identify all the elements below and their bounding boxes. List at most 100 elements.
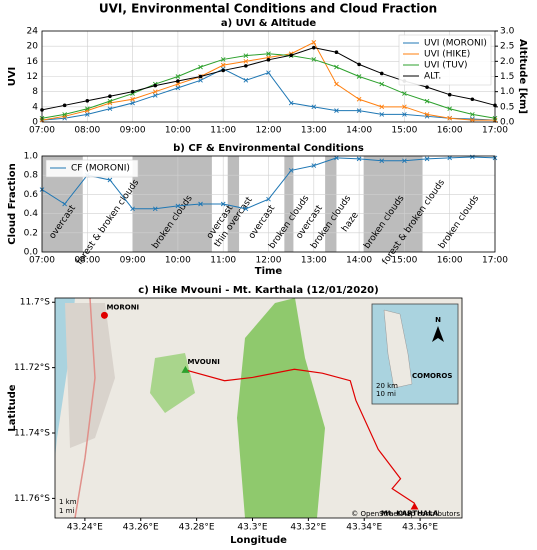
data-point bbox=[447, 155, 453, 161]
y-axis-label: UVI bbox=[7, 67, 18, 87]
data-point bbox=[107, 98, 113, 104]
data-point bbox=[220, 201, 226, 207]
inset-north-label: N bbox=[435, 316, 441, 324]
x-tick-label: 16:00 bbox=[437, 256, 463, 266]
y2-axis-label: Altitude [km] bbox=[517, 39, 528, 114]
data-point bbox=[243, 206, 249, 212]
condition-band bbox=[404, 156, 423, 252]
data-point bbox=[379, 158, 385, 164]
road bbox=[74, 297, 96, 519]
credit: © OpenStreetMap contributors bbox=[351, 510, 460, 518]
data-point bbox=[84, 112, 90, 117]
chart-title: a) UVI & Altitude bbox=[221, 18, 316, 29]
y2-tick-label: 0.0 bbox=[500, 118, 515, 128]
data-point bbox=[175, 85, 181, 91]
y2-tick-label: 2.5 bbox=[500, 42, 514, 52]
y-tick-label: 24 bbox=[27, 27, 39, 37]
y-tick-label: 1.0 bbox=[24, 152, 39, 162]
data-point bbox=[152, 93, 158, 98]
series bbox=[39, 66, 498, 123]
forest bbox=[150, 353, 195, 413]
data-point bbox=[470, 112, 475, 117]
data-point bbox=[447, 92, 452, 97]
data-point bbox=[198, 74, 203, 79]
y-tick-label: 11.76°S bbox=[14, 494, 50, 504]
y-tick-label: 8 bbox=[32, 87, 38, 97]
data-point bbox=[289, 53, 293, 58]
legend: CF (MORONI) bbox=[45, 159, 139, 178]
x-tick-label: 08:00 bbox=[74, 126, 100, 136]
data-point bbox=[288, 100, 294, 106]
data-point bbox=[62, 103, 67, 108]
figure-title: UVI, Environmental Conditions and Cloud … bbox=[99, 2, 437, 16]
data-point bbox=[311, 104, 317, 110]
plot-frame bbox=[41, 30, 496, 123]
data-point bbox=[198, 64, 203, 70]
data-point bbox=[107, 106, 113, 112]
legend-box bbox=[45, 159, 139, 178]
y-tick-label: 0.6 bbox=[24, 190, 39, 200]
data-point bbox=[356, 108, 362, 113]
x-tick-label: 43.28°E bbox=[179, 523, 215, 533]
data-point bbox=[379, 81, 385, 87]
data-point bbox=[356, 156, 362, 162]
x-tick-label: 43.34°E bbox=[346, 523, 382, 533]
x-tick-label: 17:00 bbox=[482, 256, 508, 266]
x-tick-label: 43.26°E bbox=[123, 523, 159, 533]
y-tick-label: 11.7°S bbox=[20, 298, 51, 308]
data-point bbox=[288, 168, 294, 173]
x-tick-label: 17:00 bbox=[482, 126, 508, 136]
x-tick-label: 15:00 bbox=[391, 256, 417, 266]
y-axis-label: Latitude bbox=[7, 384, 18, 431]
data-point bbox=[312, 45, 316, 50]
data-point bbox=[424, 112, 430, 117]
scale-label: 1 km bbox=[59, 498, 77, 506]
legend-label: ALT. bbox=[424, 72, 441, 82]
data-point bbox=[402, 91, 407, 96]
y-axis-label: Cloud Fraction bbox=[7, 163, 18, 244]
data-point bbox=[220, 62, 226, 68]
x-tick-label: 15:00 bbox=[391, 126, 417, 136]
x-tick-label: 09:00 bbox=[120, 256, 146, 266]
x-tick-label: 10:00 bbox=[165, 126, 191, 136]
data-point bbox=[424, 156, 430, 162]
x-tick-label: 07:00 bbox=[29, 256, 55, 266]
series bbox=[40, 45, 497, 112]
place-marker bbox=[410, 502, 419, 510]
y-tick-label: 16 bbox=[27, 57, 39, 67]
x-tick-label: 12:00 bbox=[256, 126, 282, 136]
inset-scale-label: 20 km bbox=[376, 382, 398, 390]
condition-band bbox=[227, 156, 240, 252]
series bbox=[39, 154, 498, 212]
y-tick-label: 4 bbox=[32, 102, 38, 112]
map-frame bbox=[54, 297, 463, 519]
data-point bbox=[130, 89, 135, 94]
data-point bbox=[266, 196, 271, 202]
data-point bbox=[334, 155, 339, 161]
data-point bbox=[379, 112, 385, 117]
y-tick-label: 0.0 bbox=[24, 248, 39, 258]
data-point bbox=[198, 201, 203, 207]
data-point bbox=[243, 59, 249, 64]
y2-tick-label: 3.0 bbox=[500, 27, 515, 37]
x-tick-label: 07:00 bbox=[29, 126, 55, 136]
data-point bbox=[311, 163, 317, 168]
data-point bbox=[266, 70, 271, 76]
data-point bbox=[153, 83, 158, 88]
data-point bbox=[311, 57, 317, 62]
place-marker bbox=[181, 365, 190, 373]
data-point bbox=[176, 79, 180, 83]
data-point bbox=[107, 177, 113, 183]
data-point bbox=[220, 57, 226, 62]
x-tick-label: 14:00 bbox=[346, 126, 372, 136]
x-tick-label: 14:00 bbox=[346, 256, 372, 266]
data-point bbox=[108, 94, 112, 99]
place-label: Mt. KARTHALA bbox=[381, 510, 439, 518]
x-tick-label: 43.3°E bbox=[237, 523, 268, 533]
condition-band bbox=[284, 156, 294, 252]
x-tick-label: 13:00 bbox=[301, 126, 327, 136]
data-point bbox=[425, 85, 429, 89]
x-tick-label: 09:00 bbox=[120, 126, 146, 136]
x-axis-label: Time bbox=[255, 266, 283, 277]
